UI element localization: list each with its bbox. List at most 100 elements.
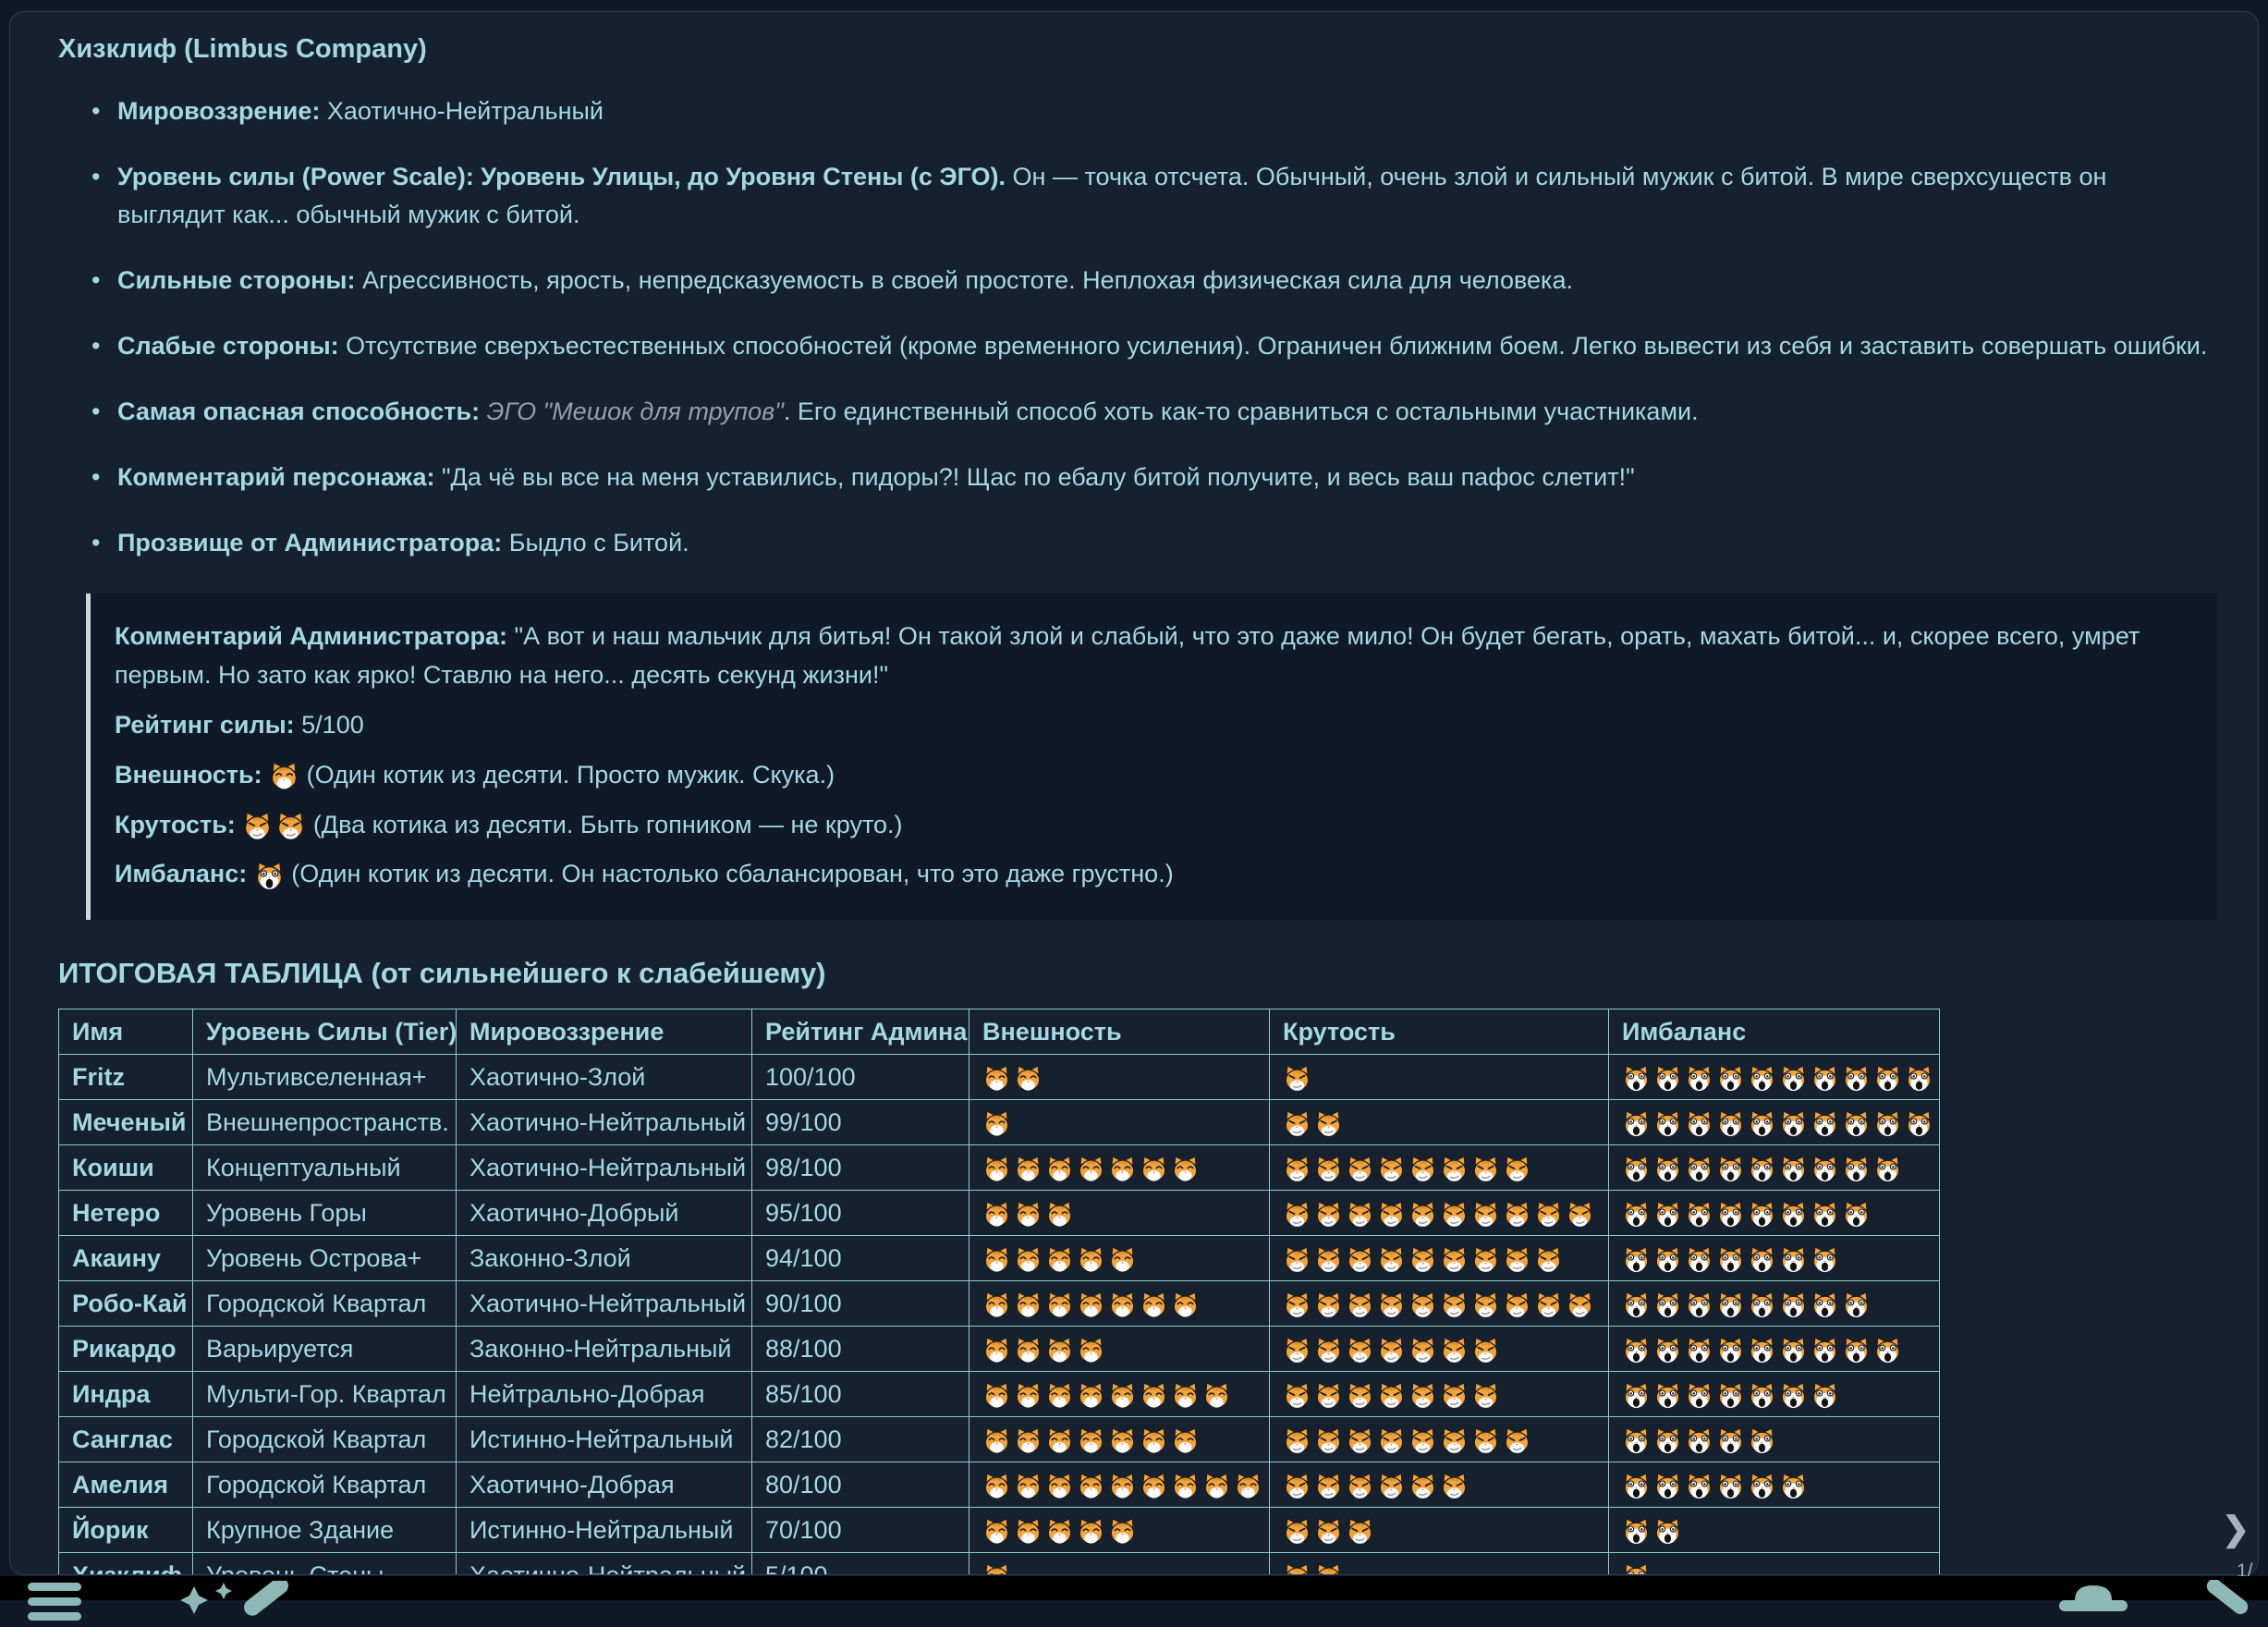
cat-smirk-icon bbox=[1440, 1472, 1469, 1500]
cat-scream-icon bbox=[1685, 1291, 1713, 1319]
cell-name: Йорик bbox=[58, 1507, 193, 1554]
cat-scream-icon bbox=[1685, 1426, 1713, 1455]
admin-line-label: Крутость: bbox=[115, 810, 236, 838]
cat-rating-kiss bbox=[982, 1562, 1011, 1576]
cat-scream-icon bbox=[1905, 1109, 1933, 1138]
admin-comment-line: Рейтинг силы: 5/100 bbox=[115, 706, 2193, 745]
cat-kiss-icon bbox=[1234, 1472, 1262, 1500]
cell-alignment: Нейтрально-Добрая bbox=[456, 1371, 752, 1418]
cat-scream-icon bbox=[1779, 1291, 1808, 1319]
cat-smirk-icon bbox=[1377, 1245, 1406, 1274]
cat-scream-icon bbox=[1622, 1155, 1651, 1183]
cat-rating-scream bbox=[254, 861, 285, 891]
table-row: Рикардо Варьируется Законно-Нейтральный 88/… bbox=[58, 1326, 1940, 1373]
edit-pen-icon[interactable] bbox=[2196, 1578, 2261, 1621]
cell-coolness bbox=[1269, 1326, 1609, 1373]
cat-scream-icon bbox=[1842, 1155, 1871, 1183]
cat-smirk-icon bbox=[1471, 1200, 1500, 1229]
sparkle-edit-icon[interactable] bbox=[176, 1577, 314, 1622]
admin-line-label: Имбаланс: bbox=[115, 860, 248, 888]
cat-smirk-icon bbox=[1440, 1336, 1469, 1364]
cat-smirk-icon bbox=[1283, 1291, 1311, 1319]
cat-kiss-icon bbox=[1014, 1064, 1043, 1093]
cat-smirk-icon bbox=[242, 811, 273, 841]
cat-scream-icon bbox=[1653, 1381, 1682, 1410]
cat-kiss-icon bbox=[1108, 1155, 1137, 1183]
swipe-right-chevron-icon[interactable]: ❯ bbox=[2222, 1510, 2250, 1547]
cat-scream-icon bbox=[1873, 1064, 1902, 1093]
table-row: Амелия Городской Квартал Хаотично-Добрая 80… bbox=[58, 1462, 1940, 1509]
cat-kiss-icon bbox=[982, 1472, 1011, 1500]
cat-scream-icon bbox=[1653, 1109, 1682, 1138]
cat-scream-icon bbox=[1685, 1381, 1713, 1410]
cat-kiss-icon bbox=[1077, 1472, 1105, 1500]
cell-appearance bbox=[969, 1280, 1270, 1327]
stat-label: Сильные стороны: bbox=[117, 266, 356, 295]
cat-kiss-icon bbox=[1014, 1472, 1043, 1500]
column-header: Мировоззрение bbox=[456, 1009, 752, 1056]
cell-coolness bbox=[1269, 1462, 1609, 1509]
cat-scream-icon bbox=[1811, 1336, 1839, 1364]
cat-kiss-icon bbox=[1077, 1426, 1105, 1455]
menu-icon[interactable] bbox=[28, 1583, 81, 1627]
cell-alignment: Законно-Злой bbox=[456, 1235, 752, 1282]
cat-kiss-icon bbox=[1045, 1517, 1074, 1546]
cat-kiss-icon bbox=[1140, 1155, 1168, 1183]
cell-tier: Варьируется bbox=[192, 1326, 457, 1373]
cell-appearance bbox=[969, 1054, 1270, 1101]
cell-coolness bbox=[1269, 1280, 1609, 1327]
cat-scream-icon bbox=[1748, 1472, 1776, 1500]
bottom-toolbar bbox=[0, 1576, 2268, 1621]
cat-smirk-icon bbox=[1314, 1200, 1343, 1229]
cell-appearance bbox=[969, 1462, 1270, 1509]
cat-smirk-icon bbox=[1408, 1381, 1437, 1410]
hat-icon[interactable] bbox=[2052, 1580, 2135, 1621]
cat-kiss-icon bbox=[982, 1562, 1011, 1576]
table-row: Коиши Концептуальный Хаотично-Нейтральный 9… bbox=[58, 1144, 1940, 1192]
cat-rating-kiss bbox=[982, 1200, 1074, 1229]
cell-imbalance bbox=[1608, 1054, 1940, 1101]
cell-appearance bbox=[969, 1552, 1270, 1576]
cat-smirk-icon bbox=[1440, 1381, 1469, 1410]
cell-tier: Городской Квартал bbox=[192, 1462, 457, 1509]
cat-smirk-icon bbox=[1283, 1200, 1311, 1229]
cat-scream-icon bbox=[1653, 1426, 1682, 1455]
cat-kiss-icon bbox=[1171, 1381, 1200, 1410]
cat-scream-icon bbox=[1811, 1381, 1839, 1410]
cat-kiss-icon bbox=[1014, 1155, 1043, 1183]
table-row: Робо-Кай Городской Квартал Хаотично-Нейтра… bbox=[58, 1280, 1940, 1327]
ranking-table: Имя Уровень Силы (Tier) Мировоззрение Рейти… bbox=[58, 1009, 1940, 1576]
cell-name: Хизклиф bbox=[58, 1552, 193, 1574]
cat-kiss-icon bbox=[982, 1426, 1011, 1455]
cat-smirk-icon bbox=[1283, 1562, 1311, 1576]
cell-alignment: Хаотично-Нейтральный bbox=[456, 1280, 752, 1327]
cat-smirk-icon bbox=[1346, 1155, 1374, 1183]
cat-kiss-icon bbox=[1140, 1291, 1168, 1319]
cell-coolness bbox=[1269, 1054, 1609, 1101]
table-row: Йорик Крупное Здание Истинно-Нейтральный 70… bbox=[58, 1507, 1940, 1554]
cat-rating-scream bbox=[1622, 1562, 1651, 1576]
cell-appearance bbox=[969, 1371, 1270, 1418]
cat-scream-icon bbox=[1685, 1472, 1713, 1500]
cat-scream-icon bbox=[1905, 1064, 1933, 1093]
cat-smirk-icon bbox=[1566, 1291, 1594, 1319]
cat-smirk-icon bbox=[1534, 1200, 1563, 1229]
stat-label: Комментарий персонажа: bbox=[117, 463, 435, 492]
cell-name: Рикардо bbox=[58, 1326, 193, 1373]
cell-coolness bbox=[1269, 1371, 1609, 1418]
cat-smirk-icon bbox=[1377, 1336, 1406, 1364]
cell-imbalance bbox=[1608, 1280, 1940, 1327]
cat-kiss-icon bbox=[1045, 1155, 1074, 1183]
stat-text: Агрессивность, ярость, непредсказуемость… bbox=[355, 266, 1573, 295]
cat-scream-icon bbox=[1653, 1291, 1682, 1319]
admin-line-label: Рейтинг силы: bbox=[115, 710, 295, 739]
cat-smirk-icon bbox=[1408, 1200, 1437, 1229]
cat-scream-icon bbox=[1685, 1200, 1713, 1229]
cat-smirk-icon bbox=[1314, 1155, 1343, 1183]
cat-smirk-icon bbox=[1503, 1155, 1531, 1183]
cat-rating-scream bbox=[1622, 1336, 1902, 1364]
cat-rating-smirk bbox=[1283, 1200, 1594, 1229]
cat-kiss-icon bbox=[1045, 1336, 1074, 1364]
cat-scream-icon bbox=[1622, 1200, 1651, 1229]
cat-rating-smirk bbox=[1283, 1109, 1343, 1138]
